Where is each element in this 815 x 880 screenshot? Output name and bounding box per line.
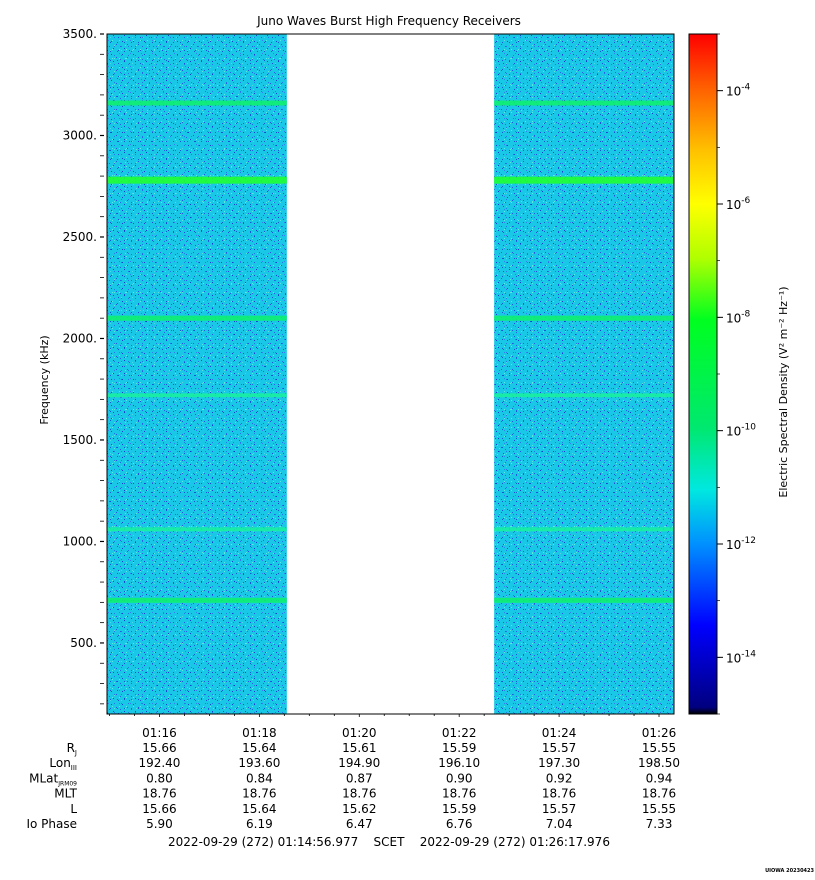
ephemeris-value: 15.66: [142, 802, 176, 816]
emission-band: [107, 597, 287, 603]
emission-band: [107, 176, 287, 184]
ephemeris-table: RJ 15.66 15.64 15.61 15.59 15.57 15.55 LonIII 19…: [26, 741, 680, 831]
colorbar-tick-label: 10-8: [726, 309, 751, 325]
chart-title: Juno Waves Burst High Frequency Receiver…: [256, 14, 521, 28]
ephemeris-value: 0.92: [546, 771, 573, 785]
x-axis: 01:16 01:18 01:20 01:22 01:24 01:26: [109, 714, 676, 740]
noise-texture: [494, 34, 674, 714]
spectrogram-panels: [107, 34, 674, 714]
ephemeris-value: 15.66: [142, 741, 176, 755]
x-tick-label: 01:24: [542, 726, 577, 740]
emission-band: [494, 315, 674, 321]
colorbar-tick-label: 10-10: [726, 423, 756, 439]
emission-band: [494, 100, 674, 106]
ephemeris-value: 198.50: [638, 756, 680, 770]
colorbar: [688, 33, 718, 715]
ephemeris-value: 15.55: [642, 802, 676, 816]
ephemeris-value: 15.59: [442, 741, 476, 755]
ephemeris-value: 0.84: [246, 771, 273, 785]
ephemeris-label: L: [70, 802, 77, 816]
x-tick-label: 01:20: [342, 726, 377, 740]
ephemeris-value: 192.40: [138, 756, 180, 770]
ephemeris-label: Io Phase: [26, 817, 77, 831]
ephemeris-value: 0.87: [346, 771, 373, 785]
colorbar-label: Electric Spectral Density (V² m⁻² Hz⁻¹): [777, 286, 790, 497]
emission-band: [107, 100, 287, 106]
ephemeris-value: 7.33: [646, 817, 673, 831]
ephemeris-label: MLatJRM09: [29, 771, 77, 787]
ephemeris-value: 6.19: [246, 817, 273, 831]
x-tick-label: 01:16: [142, 726, 177, 740]
ephemeris-label: MLT: [54, 787, 77, 801]
x-tick-label: 01:26: [642, 726, 677, 740]
x-tick-label: 01:22: [442, 726, 477, 740]
ephemeris-value: 18.76: [642, 787, 676, 801]
ephemeris-value: 15.62: [342, 802, 376, 816]
ephemeris-value: 18.76: [342, 787, 376, 801]
ephemeris-value: 15.57: [542, 741, 576, 755]
ephemeris-value: 0.94: [646, 771, 673, 785]
colorbar-tick-label: 10-12: [726, 536, 756, 552]
ephemeris-value: 0.90: [446, 771, 473, 785]
y-tick-label: 3000.: [63, 128, 97, 142]
x-tick-label: 01:18: [242, 726, 277, 740]
colorbar-tick-label: 10-4: [726, 83, 751, 99]
y-tick-label: 2000.: [63, 331, 97, 345]
emission-band: [494, 527, 674, 532]
emission-band: [107, 393, 287, 398]
ephemeris-value: 6.76: [446, 817, 473, 831]
ephemeris-value: 15.55: [642, 741, 676, 755]
plot-frame: [106, 33, 675, 715]
ephemeris-label: RJ: [67, 741, 77, 757]
ephemeris-value: 18.76: [142, 787, 176, 801]
emission-band: [107, 527, 287, 532]
ephemeris-value: 197.30: [538, 756, 580, 770]
ephemeris-value: 15.61: [342, 741, 376, 755]
ephemeris-label: LonIII: [49, 756, 77, 772]
y-axis: 500. 1000. 1500. 2000. 2500. 3000. 3500.: [63, 27, 104, 705]
ephemeris-value: 7.04: [546, 817, 573, 831]
ephemeris-value: 6.47: [346, 817, 373, 831]
ephemeris-value: 15.59: [442, 802, 476, 816]
emission-band: [107, 315, 287, 321]
y-tick-label: 1000.: [63, 534, 97, 548]
emission-band: [494, 393, 674, 398]
ephemeris-value: 194.90: [338, 756, 380, 770]
ephemeris-value: 0.80: [146, 771, 173, 785]
noise-texture: [107, 34, 287, 714]
ephemeris-value: 18.76: [442, 787, 476, 801]
footer-stamp: UIOWA 20230423: [765, 868, 814, 874]
time-range: 2022-09-29 (272) 01:14:56.977 SCET 2022-…: [168, 835, 610, 849]
y-tick-label: 500.: [70, 636, 97, 650]
y-tick-label: 1500.: [63, 433, 97, 447]
ephemeris-value: 193.60: [238, 756, 280, 770]
emission-band: [494, 176, 674, 184]
colorbar-tick-label: 10-14: [726, 649, 756, 665]
ephemeris-value: 5.90: [146, 817, 173, 831]
colorbar-tick-label: 10-6: [726, 196, 751, 212]
y-axis-label: Frequency (kHz): [38, 335, 51, 424]
ephemeris-value: 18.76: [242, 787, 276, 801]
ephemeris-value: 196.10: [438, 756, 480, 770]
y-tick-label: 2500.: [63, 230, 97, 244]
ephemeris-value: 15.64: [242, 802, 276, 816]
ephemeris-value: 15.64: [242, 741, 276, 755]
ephemeris-value: 18.76: [542, 787, 576, 801]
colorbar-ticks: 10-14 10-12 10-10 10-8 10-6 10-4: [717, 33, 756, 715]
ephemeris-value: 15.57: [542, 802, 576, 816]
emission-band: [494, 597, 674, 603]
y-tick-label: 3500.: [63, 27, 97, 41]
